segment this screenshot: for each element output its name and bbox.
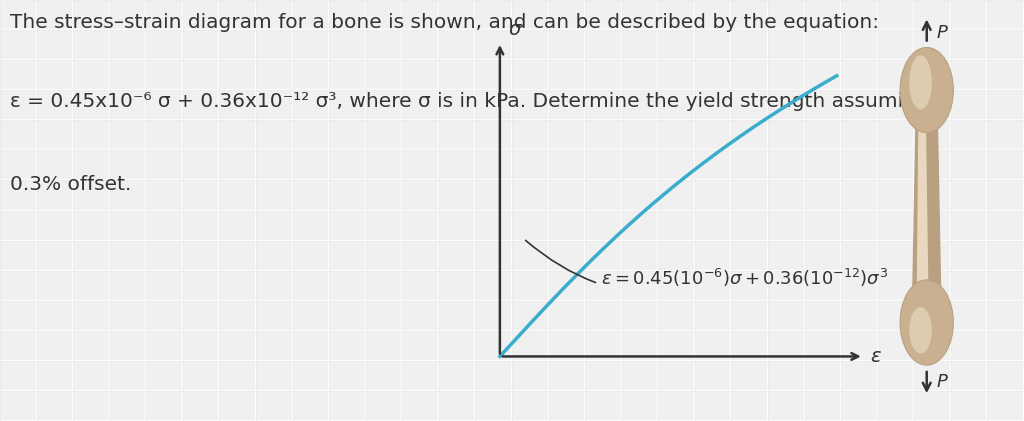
Text: The stress–strain diagram for a bone is shown, and can be described by the equat: The stress–strain diagram for a bone is … — [10, 13, 880, 32]
Text: $\epsilon$: $\epsilon$ — [870, 347, 883, 366]
Text: ε = 0.45x10⁻⁶ σ + 0.36x10⁻¹² σ³, where σ is in kPa. Determine the yield strength: ε = 0.45x10⁻⁶ σ + 0.36x10⁻¹² σ³, where σ… — [10, 92, 948, 111]
Polygon shape — [916, 102, 929, 315]
Text: P: P — [937, 373, 948, 391]
Text: $\sigma$: $\sigma$ — [508, 20, 523, 39]
Text: P: P — [937, 24, 948, 42]
Ellipse shape — [909, 55, 932, 109]
Ellipse shape — [909, 307, 932, 354]
Ellipse shape — [900, 48, 953, 133]
Text: $\epsilon = 0.45(10^{-6})\sigma + 0.36(10^{-12})\sigma^3$: $\epsilon = 0.45(10^{-6})\sigma + 0.36(1… — [525, 240, 888, 289]
Ellipse shape — [900, 280, 953, 365]
Text: 0.3% offset.: 0.3% offset. — [10, 175, 132, 195]
Polygon shape — [912, 102, 941, 315]
